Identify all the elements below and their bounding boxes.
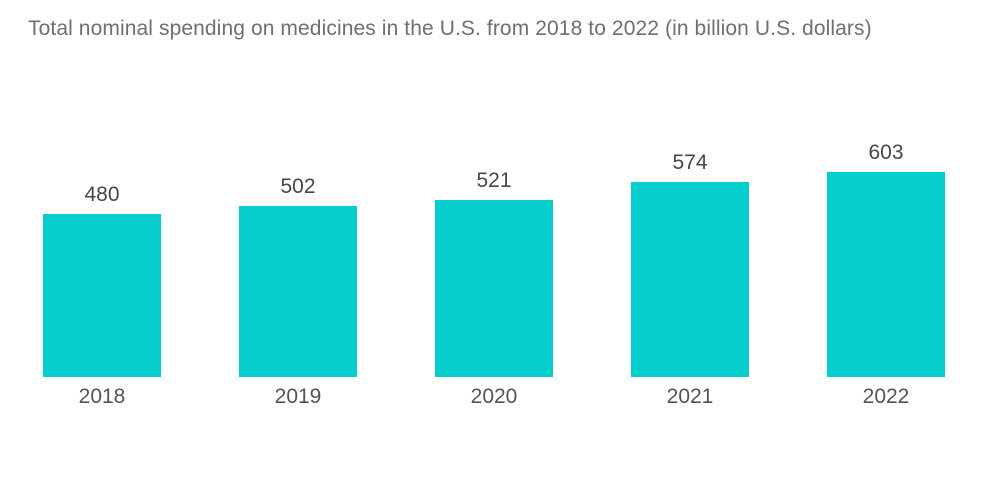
bar-value-label: 480 <box>84 183 120 206</box>
bar-value-label: 521 <box>476 169 512 192</box>
bar-category-label: 2022 <box>862 385 910 408</box>
chart-title: Total nominal spending on medicines in t… <box>28 17 872 40</box>
bar-category-label: 2018 <box>78 385 126 408</box>
bar-group: 521 2020 <box>435 169 553 407</box>
bar-group: 480 2018 <box>43 183 161 407</box>
bar-category-label: 2020 <box>470 385 518 408</box>
bar-category-label: 2021 <box>666 385 714 408</box>
bar-group: 603 2022 <box>827 141 945 407</box>
bar-value-label: 502 <box>280 175 316 198</box>
bar-group: 502 2019 <box>239 175 357 407</box>
bar <box>827 172 945 377</box>
bar-group: 574 2021 <box>631 151 749 407</box>
bar-value-label: 603 <box>868 141 904 164</box>
bar <box>43 214 161 377</box>
bar-category-label: 2019 <box>274 385 322 408</box>
bar-value-label: 574 <box>672 151 708 174</box>
bar <box>631 182 749 377</box>
bar <box>435 200 553 377</box>
bar <box>239 206 357 377</box>
